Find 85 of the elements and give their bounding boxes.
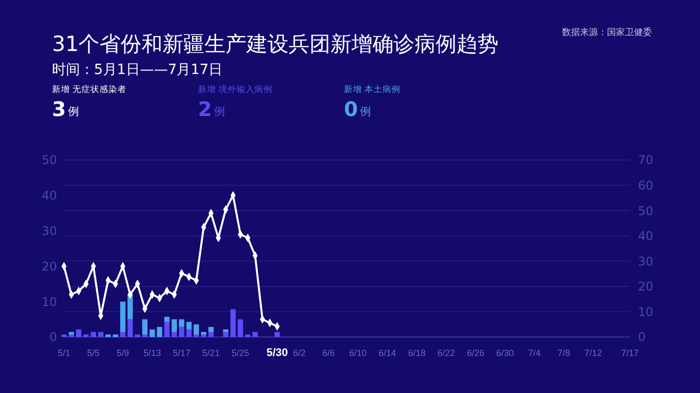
- bar: [120, 302, 126, 332]
- y2-tick-label: 40: [638, 229, 654, 244]
- bar: [252, 332, 258, 337]
- y2-tick-label: 60: [638, 178, 654, 192]
- text: 新增 境外输入病例: [198, 84, 273, 95]
- text: 2: [198, 97, 212, 121]
- bar: [164, 322, 170, 337]
- x-tick-label: 7/8: [558, 348, 570, 358]
- y-tick-label: 50: [42, 153, 57, 168]
- bar: [156, 326, 162, 337]
- bar: [186, 329, 192, 337]
- x-tick-label: 6/30: [496, 348, 514, 358]
- text: 3: [52, 97, 66, 121]
- y2-tick-label: 0: [638, 330, 646, 344]
- text: 新增 无症状感染者: [52, 84, 127, 95]
- bar: [112, 334, 118, 337]
- bar: [238, 319, 244, 337]
- source-note: 数据来源：国家卫健委: [562, 27, 652, 38]
- bar: [150, 329, 155, 337]
- text: 例: [214, 105, 225, 118]
- bar: [194, 334, 199, 337]
- y-tick-label: 30: [42, 224, 57, 238]
- bar: [194, 324, 199, 334]
- bar: [98, 332, 104, 337]
- text: 例: [360, 105, 371, 118]
- bar: [230, 309, 236, 337]
- bar: [68, 334, 74, 337]
- bar: [128, 294, 133, 320]
- bar: [223, 332, 228, 337]
- x-tick-label: 5/21: [202, 348, 220, 358]
- bar: [172, 319, 177, 332]
- x-tick-label: 7/12: [584, 348, 602, 358]
- x-tick-label: 5/25: [232, 348, 250, 358]
- x-tick-label: 5/13: [143, 348, 161, 358]
- x-tick-label: 5/9: [116, 348, 130, 358]
- bar: [201, 334, 206, 337]
- y2-tick-label: 30: [638, 254, 654, 268]
- x-tick-label: 6/26: [466, 348, 484, 358]
- bar: [120, 332, 126, 337]
- x-tick-label: 6/10: [349, 348, 367, 358]
- y2-tick-label: 70: [638, 153, 654, 168]
- bar: [61, 334, 67, 337]
- chart-subtitle: 时间：5月1日——7月17日: [52, 62, 223, 78]
- x-tick-label: 7/4: [528, 348, 541, 358]
- bar: [142, 319, 148, 334]
- chart-title: 31个省份和新疆生产建设兵团新增确诊病例趋势: [52, 32, 499, 56]
- text: 例: [68, 105, 79, 118]
- x-tick-label: 5/5: [87, 348, 100, 358]
- x-tick-label: 6/6: [322, 348, 335, 358]
- bar: [274, 332, 280, 337]
- bar: [245, 334, 250, 337]
- x-tick-label: 6/22: [437, 348, 455, 358]
- bar: [164, 316, 170, 322]
- y-tick-label: 40: [42, 188, 57, 203]
- x-tick-label: 5/17: [172, 348, 190, 358]
- y2-tick-label: 20: [638, 280, 654, 294]
- bar: [223, 329, 228, 332]
- bar: [128, 319, 133, 337]
- y2-tick-label: 10: [638, 304, 654, 319]
- y-tick-label: 20: [42, 259, 57, 274]
- y-tick-label: 0: [49, 330, 57, 344]
- bar: [142, 334, 148, 337]
- x-tick-label: 6/2: [292, 348, 306, 358]
- x-tick-label: 5/30: [266, 347, 288, 359]
- y2-tick-label: 50: [638, 204, 654, 218]
- bar: [134, 334, 140, 337]
- bar: [201, 332, 206, 334]
- bar: [76, 329, 82, 337]
- bar: [178, 319, 184, 327]
- bar: [208, 332, 214, 337]
- text: 新增 本土病例: [344, 84, 401, 95]
- bar: [172, 332, 177, 337]
- bar: [208, 326, 214, 332]
- bar: [83, 334, 89, 337]
- x-tick-label: 6/14: [378, 348, 396, 358]
- bar: [105, 334, 111, 337]
- x-tick-label: 5/1: [58, 348, 70, 358]
- bar: [90, 332, 96, 337]
- bar: [186, 322, 192, 330]
- x-tick-label: 6/18: [408, 348, 426, 358]
- text: 0: [344, 97, 358, 121]
- bar: [178, 326, 184, 337]
- bar: [68, 332, 74, 334]
- y-tick-label: 10: [42, 294, 57, 309]
- x-tick-label: 7/17: [621, 348, 639, 358]
